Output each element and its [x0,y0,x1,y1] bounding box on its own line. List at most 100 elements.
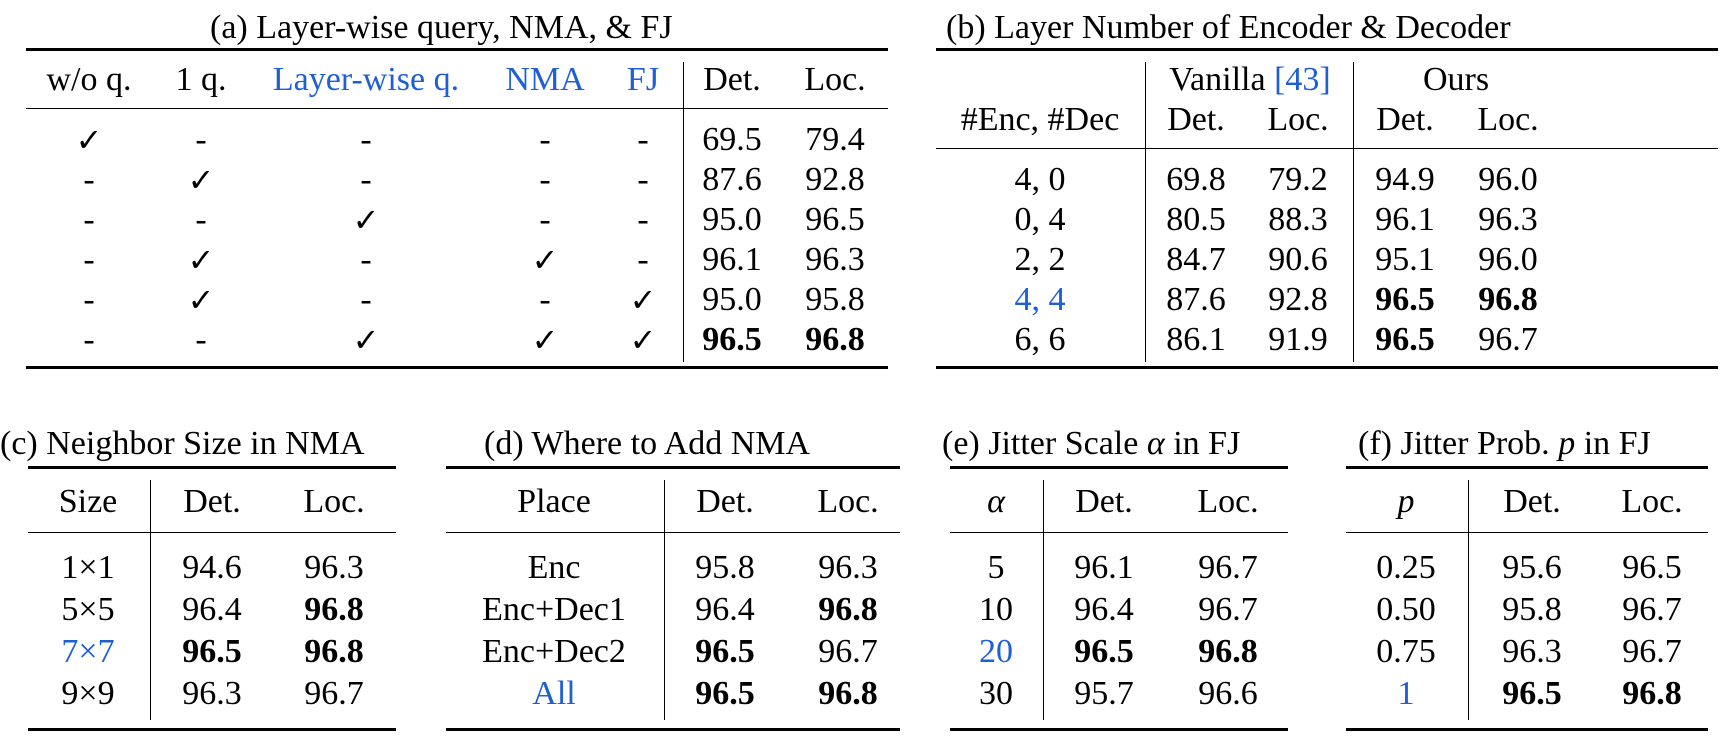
table-d-value: 96.7 [818,633,878,670]
table-a-dash: - [195,201,207,238]
table-e-value: 96.7 [1198,591,1258,628]
table-a-top-rule [26,48,888,51]
table-a-loc-value: 92.8 [805,161,865,198]
table-a-dash: - [360,241,372,278]
table-d-bottom-rule [446,728,900,731]
table-e-header-alpha: α [987,482,1005,522]
table-b-config: 2, 2 [1014,241,1066,278]
table-b-value: 80.5 [1166,201,1226,238]
table-e-value: 96.5 [1074,633,1134,670]
table-e-value: 96.8 [1198,633,1258,670]
table-b-bottom-rule [936,366,1718,369]
table-a-dash: - [360,121,372,158]
table-c-bottom-rule [28,728,396,731]
table-b-header-loc: Loc. [1477,101,1539,138]
table-b-value: 96.0 [1478,161,1538,198]
table-a-dash: - [539,201,551,238]
table-d-top-rule [446,466,900,469]
table-e-caption-symbol: α [1146,425,1165,462]
table-f-header-rule [1346,532,1708,533]
table-a-check: ✓ [629,281,657,319]
table-a-dash: - [195,121,207,158]
table-b-value: 84.7 [1166,241,1226,278]
table-e-header-rule [950,532,1288,533]
table-d-value: 96.5 [695,675,755,712]
table-a-check: ✓ [187,161,215,199]
table-c-value: 96.3 [304,549,364,586]
table-a-check: ✓ [352,201,380,239]
table-a-dash: - [637,241,649,278]
table-d-value: 96.4 [695,591,755,628]
table-b-value: 95.1 [1375,241,1435,278]
table-a-dash: - [83,281,95,318]
table-b-config: 4, 4 [1014,281,1066,318]
table-e-alpha-symbol: α [987,483,1005,520]
table-c-caption: (c) Neighbor Size in NMA [0,425,365,462]
table-a-header-layerwise: Layer-wise q. [272,61,460,98]
table-b-vanilla-label: Vanilla [1169,61,1275,98]
table-b-value: 69.8 [1166,161,1226,198]
table-d-caption: (d) Where to Add NMA [484,425,811,462]
table-c-header-loc: Loc. [303,483,365,520]
table-e-value: 95.7 [1074,675,1134,712]
table-a-dash: - [539,161,551,198]
table-b-vanilla-citation: [43] [1274,61,1331,98]
table-a-loc-value: 96.8 [805,321,865,358]
table-b-value: 90.6 [1268,241,1328,278]
table-f-prob: 0.25 [1376,549,1436,586]
table-b-header-loc: Loc. [1267,101,1329,138]
table-c-header-det: Det. [183,483,241,520]
table-b-value: 96.3 [1478,201,1538,238]
table-b-header-rule [936,148,1718,149]
table-d-value: 96.5 [695,633,755,670]
table-e-header-loc: Loc. [1197,483,1259,520]
table-a-check: ✓ [531,241,559,279]
table-b-value: 92.8 [1268,281,1328,318]
table-b-value: 79.2 [1268,161,1328,198]
table-b-value: 87.6 [1166,281,1226,318]
table-a-dash: - [83,201,95,238]
table-f-header-p: p [1398,482,1415,522]
table-f-caption-symbol: p [1558,425,1576,462]
table-f-caption-pre: (f) Jitter Prob. [1358,425,1559,462]
table-c-top-rule [28,466,396,469]
table-f-prob: 1 [1397,675,1415,712]
table-a-caption: (a) Layer-wise query, NMA, & FJ [210,9,673,46]
table-c-size: 1×1 [61,549,115,586]
table-c-size: 9×9 [61,675,115,712]
table-a-det-value: 95.0 [702,281,762,318]
table-b-config: 4, 0 [1014,161,1066,198]
table-a-dash: - [83,241,95,278]
table-f-top-rule [1346,466,1708,469]
table-f-bottom-rule [1346,728,1708,731]
table-e-value: 96.7 [1198,549,1258,586]
table-b-separator-2 [1353,62,1354,362]
table-c-header-size: Size [58,483,118,520]
table-a-det-value: 95.0 [702,201,762,238]
table-d-header-place: Place [517,483,591,520]
table-f-value: 96.7 [1622,633,1682,670]
table-f-prob: 0.75 [1376,633,1436,670]
table-d-place: Enc+Dec1 [482,591,626,628]
table-a-header-1q: 1 q. [175,61,227,98]
table-a-loc-value: 96.3 [805,241,865,278]
table-f-caption: (f) Jitter Prob. p in FJ [1358,424,1651,464]
table-a-check: ✓ [629,321,657,359]
table-b-caption: (b) Layer Number of Encoder & Decoder [946,9,1511,46]
table-f-header-loc: Loc. [1621,483,1683,520]
table-a-dash: - [539,281,551,318]
table-a-header-rule [26,108,888,109]
table-a-check: ✓ [531,321,559,359]
table-c-value: 96.5 [182,633,242,670]
table-b-group-vanilla: Vanilla [43] [1169,60,1330,100]
table-f-prob: 0.50 [1376,591,1436,628]
table-d-place: All [532,675,576,712]
table-b-config: 0, 4 [1014,201,1066,238]
table-a-check: ✓ [187,241,215,279]
table-a-dash: - [83,161,95,198]
table-a-dash: - [539,121,551,158]
table-a-dash: - [637,201,649,238]
table-a-bottom-rule [26,366,888,369]
table-c-size: 7×7 [61,633,115,670]
table-c-value: 96.8 [304,591,364,628]
